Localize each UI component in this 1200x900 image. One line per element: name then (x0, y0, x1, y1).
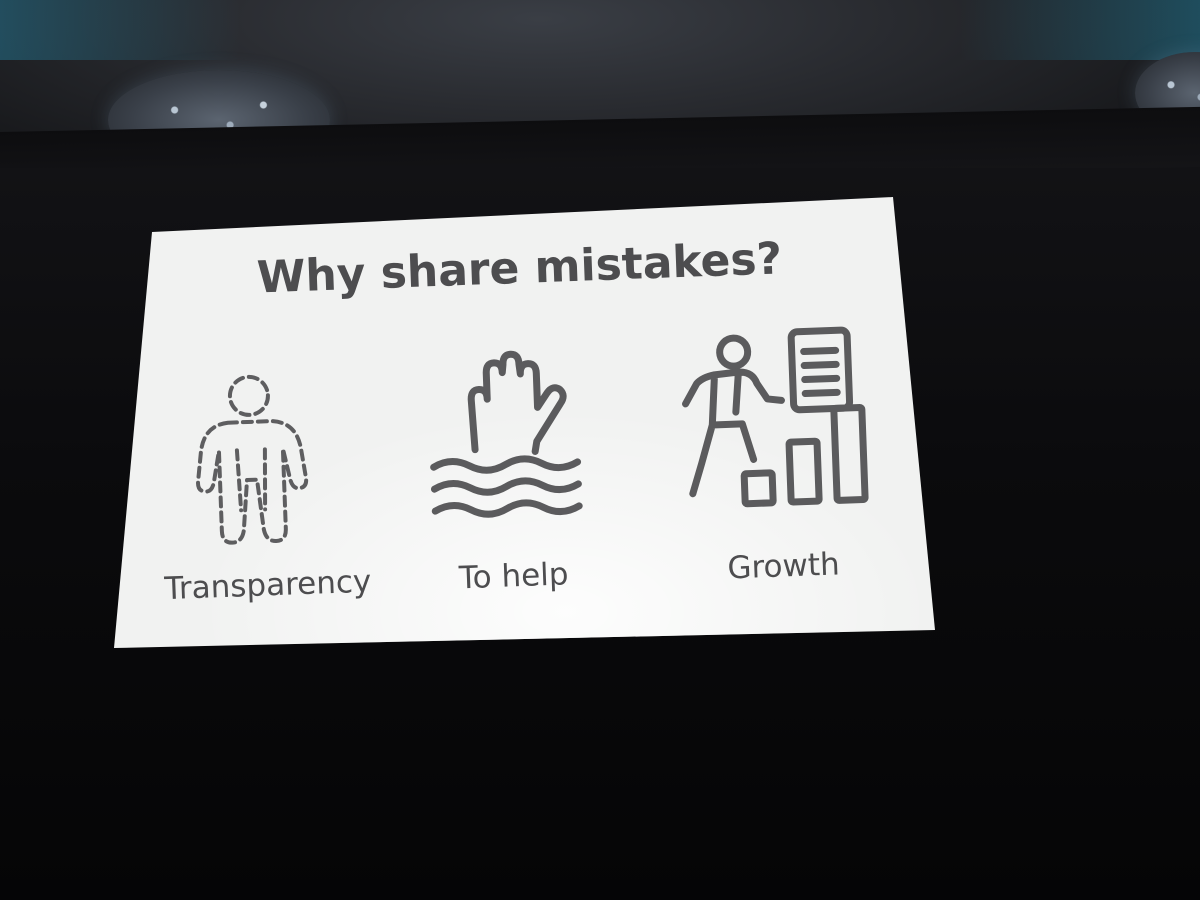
climbing-person-chart-icon (682, 326, 869, 508)
ceiling-ambient-light (0, 0, 1200, 60)
caption-transparency: Transparency (163, 564, 372, 608)
drowning-hand-icon (430, 350, 583, 518)
projector-hotspot (114, 197, 935, 648)
dashed-person-icon (196, 374, 309, 545)
caption-growth: Growth (727, 546, 840, 586)
caption-to-help: To help (457, 556, 569, 596)
